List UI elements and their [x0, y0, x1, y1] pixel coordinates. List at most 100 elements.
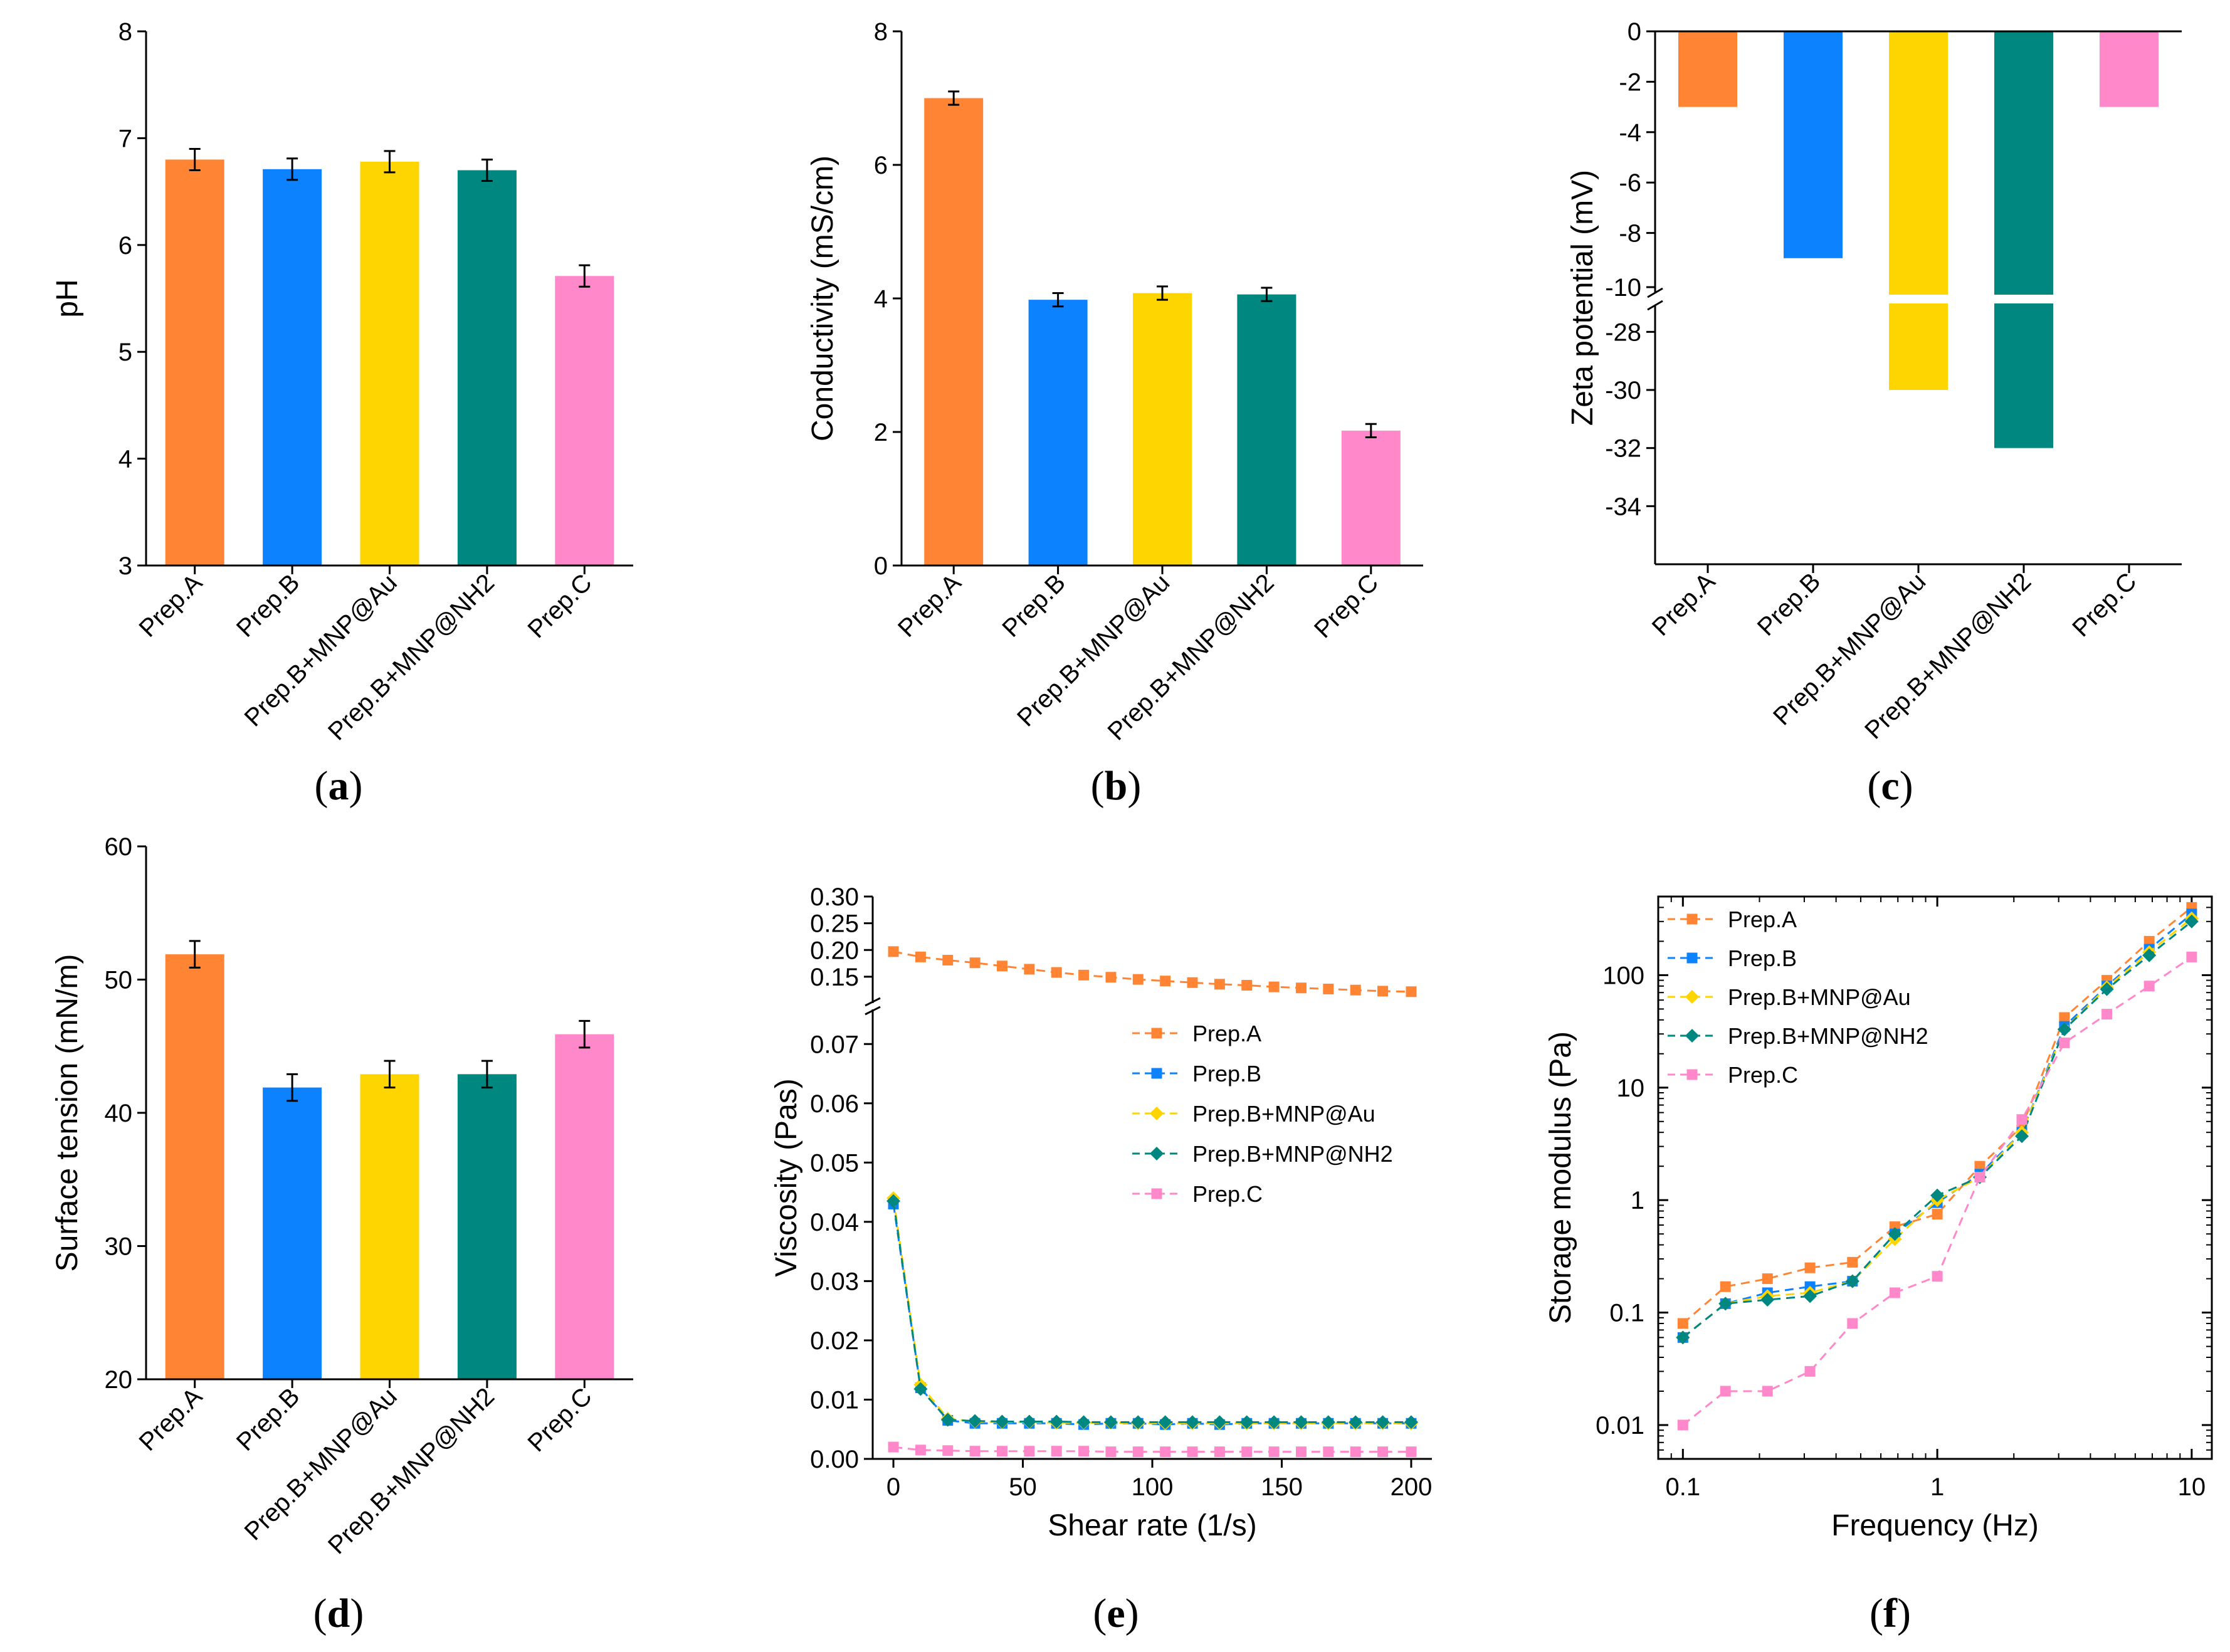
series-e-0 — [888, 946, 1417, 997]
bar-a-1 — [263, 169, 322, 566]
x-tick-label-c-4: Prep.C — [2067, 567, 2142, 642]
data-point-e-4-5 — [1024, 1446, 1035, 1457]
data-point-f-3-3 — [1803, 1289, 1817, 1303]
y-tick-label-upper-2: 0.25 — [810, 910, 859, 938]
data-point-e-3-1 — [913, 1382, 928, 1396]
panel-label-open-paren: ( — [1870, 1591, 1883, 1636]
data-point-f-3-0 — [1676, 1330, 1690, 1345]
plot-frame-f — [1657, 895, 2213, 1460]
axis-break-gap — [1658, 295, 2184, 303]
data-point-e-4-12 — [1214, 1446, 1225, 1458]
data-point-e-0-14 — [1268, 981, 1280, 992]
data-point-e-3-10 — [1158, 1415, 1172, 1429]
data-point-f-3-2 — [1760, 1293, 1775, 1307]
y-axis-label-c: Zeta potential (mV) — [1566, 170, 1599, 426]
x-tick-label-a-3: Prep.B+MNP@NH2 — [323, 569, 500, 745]
y-tick-label-lower-6: 0.06 — [810, 1090, 859, 1118]
data-point-e-3-14 — [1267, 1415, 1281, 1429]
data-point-f-3-12 — [2184, 914, 2199, 929]
data-point-e-0-0 — [888, 946, 899, 957]
data-point-e-0-13 — [1241, 980, 1253, 991]
y-axis-label-d: Surface tension (mN/m) — [51, 954, 84, 1272]
bar-b-3 — [1237, 294, 1296, 566]
data-point-e-0-2 — [942, 954, 954, 965]
panel-label-letter: a — [329, 763, 349, 809]
data-point-f-0-2 — [1762, 1273, 1773, 1285]
data-point-e-4-18 — [1377, 1446, 1389, 1458]
y-tick-label-d-1: 30 — [105, 1233, 133, 1261]
data-point-f-3-6 — [1930, 1188, 1945, 1202]
data-point-e-3-2 — [940, 1413, 955, 1427]
axis-break-mark-2 — [865, 1006, 881, 1016]
y-tick-label-c-8: -32 — [1605, 435, 1641, 463]
legend-marker-e-4 — [1151, 1188, 1162, 1199]
x-tick-label-f-1: 1 — [1930, 1473, 1944, 1501]
y-tick-label-a-4: 7 — [118, 125, 132, 152]
legend-label-f-2: Prep.B+MNP@Au — [1728, 984, 1911, 1010]
data-point-e-0-6 — [1051, 967, 1062, 978]
bar-b-0 — [924, 98, 984, 566]
y-tick-label-b-3: 6 — [874, 152, 888, 179]
x-axis-label-e: Shear rate (1/s) — [1048, 1509, 1256, 1542]
data-point-e-0-7 — [1078, 969, 1090, 981]
y-tick-label-c-0: 0 — [1628, 18, 1641, 46]
data-point-f-3-9 — [2057, 1022, 2071, 1036]
y-tick-label-d-0: 20 — [105, 1366, 133, 1394]
panel-label-close-paren: ) — [349, 763, 363, 809]
data-point-e-0-4 — [996, 960, 1007, 972]
legend-label-f-3: Prep.B+MNP@NH2 — [1728, 1023, 1928, 1049]
x-tick-label-e-3: 150 — [1261, 1473, 1303, 1501]
data-point-e-0-1 — [915, 951, 926, 962]
y-tick-label-b-0: 0 — [874, 552, 888, 580]
data-point-e-3-19 — [1404, 1415, 1418, 1429]
bar-a-0 — [165, 159, 224, 566]
data-point-e-0-3 — [969, 957, 981, 969]
legend-label-f-4: Prep.C — [1728, 1062, 1798, 1088]
series-line-e-1 — [892, 1204, 1411, 1426]
x-tick-label-e-2: 100 — [1132, 1473, 1174, 1501]
bar-a-4 — [555, 276, 614, 566]
bar-b-4 — [1341, 430, 1401, 566]
bar-b-1 — [1028, 300, 1088, 566]
legend-marker-f-1 — [1686, 952, 1698, 964]
panel-label-letter: d — [327, 1591, 350, 1636]
data-point-f-4-11 — [2143, 981, 2155, 992]
bar-a-3 — [457, 170, 517, 566]
panel-label-close-paren: ) — [1125, 1591, 1139, 1636]
x-tick-label-d-3: Prep.B+MNP@NH2 — [323, 1382, 500, 1559]
y-tick-label-a-1: 4 — [118, 446, 132, 473]
y-tick-label-f-3: 10 — [1617, 1075, 1645, 1102]
x-tick-label-a-0: Prep.A — [134, 569, 208, 643]
data-point-f-4-5 — [1889, 1287, 1900, 1298]
panel-label-c: (c) — [1867, 763, 1913, 809]
y-tick-label-f-4: 100 — [1602, 962, 1644, 989]
axis-break-mark-1 — [1647, 287, 1663, 298]
data-point-e-0-18 — [1377, 986, 1389, 997]
y-tick-label-upper-3: 0.30 — [810, 883, 859, 911]
x-axis-label-f: Frequency (Hz) — [1831, 1509, 2039, 1542]
data-point-f-3-5 — [1888, 1227, 1902, 1241]
y-tick-label-c-7: -30 — [1605, 377, 1641, 404]
panel-label-d: (d) — [313, 1591, 364, 1636]
bar-c-2-lower — [1889, 303, 1948, 390]
y-tick-label-b-2: 4 — [874, 285, 888, 313]
data-point-e-0-16 — [1323, 984, 1334, 995]
data-point-f-3-8 — [2014, 1129, 2029, 1144]
panel-label-close-paren: ) — [1900, 763, 1913, 809]
data-point-e-3-5 — [1022, 1414, 1036, 1429]
legend-marker-e-1 — [1151, 1068, 1162, 1079]
y-tick-label-upper-1: 0.20 — [810, 937, 859, 964]
bar-d-2 — [360, 1074, 419, 1379]
legend-marker-f-2 — [1685, 990, 1699, 1004]
data-point-f-4-6 — [1932, 1271, 1943, 1282]
bar-a-2 — [360, 161, 419, 566]
data-point-f-4-8 — [2016, 1114, 2028, 1125]
panel-label-f: (f) — [1870, 1591, 1911, 1636]
data-point-f-3-10 — [2100, 982, 2114, 996]
data-point-f-3-1 — [1718, 1297, 1733, 1311]
data-point-e-3-15 — [1294, 1415, 1308, 1429]
panel-label-b: (b) — [1091, 763, 1142, 809]
